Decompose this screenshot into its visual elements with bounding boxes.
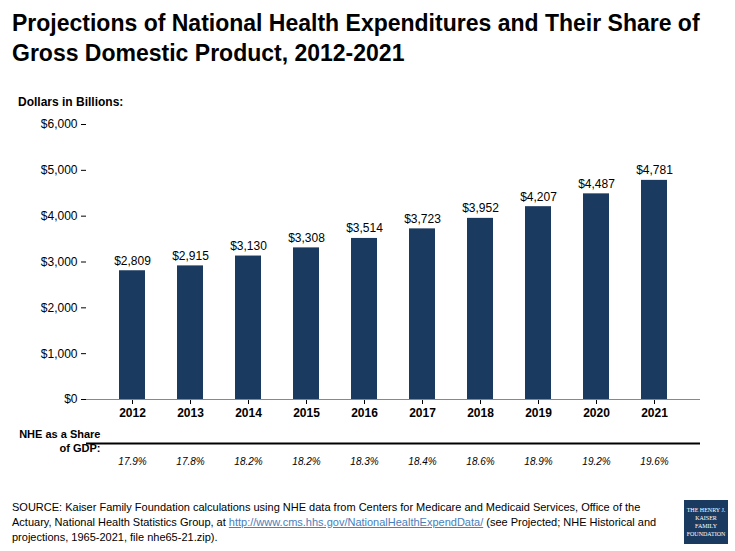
svg-text:$3,514: $3,514 bbox=[346, 221, 383, 235]
svg-text:2014: 2014 bbox=[235, 406, 262, 420]
svg-text:$1,000: $1,000 bbox=[41, 347, 78, 361]
svg-text:$3,130: $3,130 bbox=[230, 239, 267, 253]
svg-text:$3,308: $3,308 bbox=[288, 231, 325, 245]
svg-text:18.2%: 18.2% bbox=[234, 456, 262, 467]
svg-text:18.6%: 18.6% bbox=[466, 456, 494, 467]
svg-text:2021: 2021 bbox=[641, 406, 668, 420]
svg-text:2012: 2012 bbox=[119, 406, 146, 420]
svg-text:18.9%: 18.9% bbox=[524, 456, 552, 467]
svg-text:17.8%: 17.8% bbox=[176, 456, 204, 467]
svg-text:18.4%: 18.4% bbox=[408, 456, 436, 467]
svg-text:NHE as a Shareof GDP:: NHE as a Shareof GDP: bbox=[19, 428, 100, 454]
svg-text:2015: 2015 bbox=[293, 406, 320, 420]
svg-text:$6,000: $6,000 bbox=[41, 117, 78, 131]
html-text:Dollars in Billions:: Dollars in Billions: bbox=[18, 95, 124, 109]
svg-text:2018: 2018 bbox=[467, 406, 494, 420]
svg-text:$3,952: $3,952 bbox=[462, 201, 499, 215]
svg-text:2013: 2013 bbox=[177, 406, 204, 420]
html-text:THE HENRY J. KAISER FAMILY FOU: THE HENRY J. KAISER FAMILY FOUNDATION bbox=[686, 507, 726, 537]
svg-text:$5,000: $5,000 bbox=[41, 163, 78, 177]
svg-text:$4,000: $4,000 bbox=[41, 209, 78, 223]
svg-text:$4,781: $4,781 bbox=[636, 163, 673, 177]
html-text:Projections of National Health: Projections of National Health Expenditu… bbox=[12, 10, 700, 66]
svg-text:$2,915: $2,915 bbox=[172, 249, 209, 263]
svg-text:2017: 2017 bbox=[409, 406, 436, 420]
svg-text:2019: 2019 bbox=[525, 406, 552, 420]
svg-text:$3,723: $3,723 bbox=[404, 212, 441, 226]
svg-text:19.2%: 19.2% bbox=[582, 456, 610, 467]
html-text:SOURCE: Kaiser Family Foundati: SOURCE: Kaiser Family Foundation calcula… bbox=[12, 501, 657, 543]
svg-text:18.3%: 18.3% bbox=[350, 456, 378, 467]
svg-text:2016: 2016 bbox=[351, 406, 378, 420]
svg-text:17.9%: 17.9% bbox=[118, 456, 146, 467]
svg-text:$2,809: $2,809 bbox=[114, 254, 151, 268]
svg-text:19.6%: 19.6% bbox=[640, 456, 668, 467]
svg-text:2020: 2020 bbox=[583, 406, 610, 420]
svg-text:18.2%: 18.2% bbox=[292, 456, 320, 467]
svg-text:$3,000: $3,000 bbox=[41, 255, 78, 269]
svg-text:$2,000: $2,000 bbox=[41, 301, 78, 315]
svg-text:$0: $0 bbox=[64, 392, 78, 406]
svg-text:$4,487: $4,487 bbox=[578, 177, 615, 191]
svg-text:$4,207: $4,207 bbox=[520, 190, 557, 204]
